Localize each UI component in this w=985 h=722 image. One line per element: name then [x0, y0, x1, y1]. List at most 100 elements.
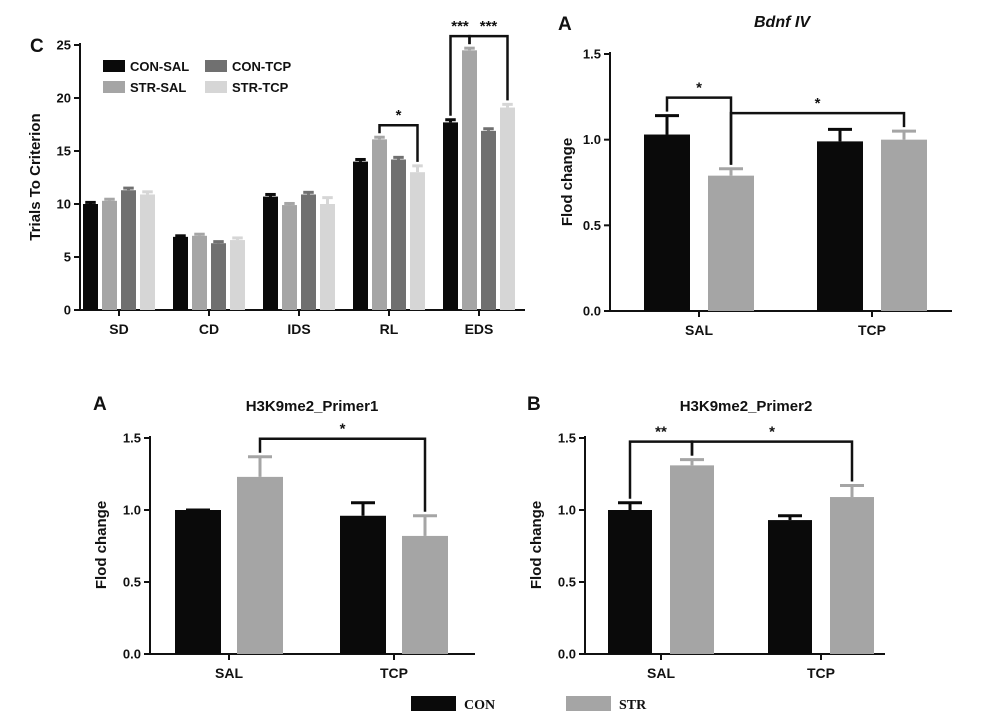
- bar-con-tcp-sd: [121, 190, 136, 310]
- x-category-label: SAL: [647, 665, 675, 681]
- x-category-label: SAL: [215, 665, 243, 681]
- bar-str-tcp-ids: [320, 204, 335, 310]
- bar-str-sal-cd: [192, 235, 207, 310]
- legend-label: STR-TCP: [232, 80, 289, 95]
- panel-letter: A: [93, 394, 107, 415]
- y-tick-label: 1.0: [583, 132, 601, 147]
- panel-letter: B: [527, 394, 541, 415]
- significance-label: *: [340, 421, 346, 438]
- legend-swatch: [205, 81, 227, 93]
- bar-con-tcp-ids: [301, 194, 316, 310]
- bar-con-tcp: [817, 141, 863, 311]
- significance-bracket: [729, 111, 906, 165]
- legend-label: CON-SAL: [130, 59, 189, 74]
- bar-con-sal-sd: [83, 204, 98, 310]
- y-tick-label: 0.5: [123, 575, 141, 590]
- y-axis-label: Trials To Criterion: [27, 113, 44, 240]
- y-axis-label: Flod change: [93, 501, 110, 589]
- y-tick-label: 0: [64, 303, 71, 318]
- y-axis-label: Flod change: [528, 501, 545, 589]
- y-tick-label: 0.5: [558, 575, 576, 590]
- y-tick-label: 1.5: [123, 431, 141, 446]
- bar-con-sal: [608, 510, 652, 654]
- bar-con-tcp: [768, 520, 812, 654]
- chart-b-bottom: B H3K9me2_Primer2 Flod change 0.0 0.5 1.0 1.5 S…: [527, 394, 885, 681]
- significance-label: **: [655, 424, 667, 441]
- significance-bracket: [258, 437, 427, 512]
- bar-str-sal-ids: [282, 205, 297, 310]
- bar-str-tcp-sd: [140, 194, 155, 310]
- bar-con-tcp-eds: [481, 130, 496, 310]
- bar-con-sal: [175, 510, 221, 654]
- y-tick-label: 1.5: [583, 47, 601, 62]
- bar-str-tcp-rl: [410, 172, 425, 310]
- significance-bracket: [690, 440, 854, 482]
- y-tick-label: 1.5: [558, 431, 576, 446]
- y-tick-label: 1.0: [123, 503, 141, 518]
- significance-label: ***: [451, 18, 469, 35]
- bar-str-sal-rl: [372, 139, 387, 310]
- x-category-label: SAL: [685, 322, 713, 338]
- significance-bracket: [468, 34, 509, 101]
- x-category-label: RL: [380, 321, 399, 337]
- y-tick-label: 25: [57, 38, 71, 53]
- bar-con-tcp-rl: [391, 159, 406, 310]
- significance-label: ***: [480, 18, 498, 35]
- chart-title: H3K9me2_Primer1: [246, 398, 379, 415]
- bottom-legend-label: STR: [619, 698, 647, 713]
- chart-a-top: A Bdnf IV Flod change 0.0 0.5 1.0 1.5 SAL TCP * *: [558, 14, 952, 338]
- chart-title: H3K9me2_Primer2: [680, 398, 813, 415]
- y-tick-label: 10: [57, 197, 71, 212]
- y-tick-label: 5: [64, 250, 71, 265]
- bar-con-sal-eds: [443, 122, 458, 310]
- chart-c: C Trials To Criterion 0 5 10 15 20 25 SD CD IDS RL E…: [27, 18, 525, 337]
- x-category-label: SD: [109, 321, 128, 337]
- bar-con-sal: [644, 134, 690, 311]
- bottom-legend-label: CON: [464, 698, 495, 713]
- panel-letter: A: [558, 14, 572, 35]
- y-axis-label: Flod change: [559, 138, 576, 226]
- y-tick-label: 1.0: [558, 503, 576, 518]
- legend-swatch: [103, 60, 125, 72]
- chart-title: Bdnf IV: [754, 14, 811, 31]
- bar-str-sal: [708, 175, 754, 311]
- x-category-label: TCP: [807, 665, 835, 681]
- bar-con-sal-rl: [353, 161, 368, 310]
- bar-str-tcp: [881, 139, 927, 311]
- panel-letter: C: [30, 36, 44, 57]
- bar-str-sal-sd: [102, 200, 117, 310]
- bar-con-sal-cd: [173, 236, 188, 310]
- y-tick-label: 0.0: [123, 647, 141, 662]
- significance-label: *: [396, 107, 402, 124]
- chart-a-bottom: A H3K9me2_Primer1 Flod change 0.0 0.5 1.0 1.5 S…: [93, 394, 475, 681]
- x-category-label: TCP: [858, 322, 886, 338]
- bar-con-sal-ids: [263, 196, 278, 310]
- x-category-label: CD: [199, 321, 219, 337]
- significance-label: *: [696, 80, 702, 97]
- bar-con-tcp: [340, 515, 386, 654]
- legend-swatch: [205, 60, 227, 72]
- bottom-legend-swatch: [566, 696, 611, 711]
- legend-label: CON-TCP: [232, 59, 292, 74]
- x-category-label: EDS: [465, 321, 494, 337]
- x-category-label: IDS: [287, 321, 310, 337]
- significance-label: *: [769, 424, 775, 441]
- y-tick-label: 20: [57, 91, 71, 106]
- significance-bracket: [378, 123, 419, 162]
- bar-str-tcp: [402, 535, 448, 654]
- bar-str-sal-eds: [462, 50, 477, 311]
- legend-label: STR-SAL: [130, 80, 186, 95]
- bar-str-tcp-cd: [230, 240, 245, 310]
- x-category-label: TCP: [380, 665, 408, 681]
- bar-str-sal: [670, 465, 714, 654]
- bar-con-tcp-cd: [211, 243, 226, 310]
- y-tick-label: 0.0: [558, 647, 576, 662]
- bar-str-sal: [237, 476, 283, 654]
- bar-str-tcp-eds: [500, 107, 515, 310]
- y-tick-label: 0.0: [583, 304, 601, 319]
- legend-swatch: [103, 81, 125, 93]
- y-tick-label: 15: [57, 144, 71, 159]
- y-tick-label: 0.5: [583, 218, 601, 233]
- bar-str-tcp: [830, 497, 874, 654]
